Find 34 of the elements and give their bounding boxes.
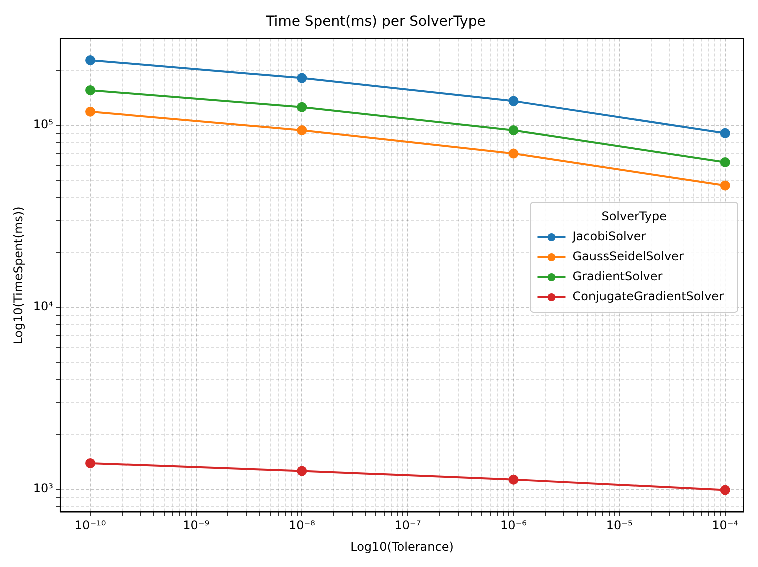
x-tick-label: 10⁻⁹ <box>183 518 210 533</box>
point <box>86 85 96 96</box>
point <box>297 125 308 136</box>
y-tick-label: 10⁵ <box>33 118 54 132</box>
x-tick-label: 10⁻⁶ <box>500 518 528 533</box>
point <box>297 73 308 84</box>
x-axis-title: Log10(Tolerance) <box>350 540 454 554</box>
point <box>720 180 730 191</box>
point <box>508 148 519 159</box>
point <box>86 458 96 468</box>
point <box>720 485 730 496</box>
x-tick-label: 10⁻⁵ <box>606 518 633 533</box>
point <box>297 466 308 476</box>
legend-title: SolverType <box>602 210 668 224</box>
legend-label: GradientSolver <box>572 270 663 284</box>
point <box>720 128 730 138</box>
y-axis-title: Log10(TimeSpent(ms)) <box>11 206 26 344</box>
point <box>297 102 308 112</box>
point <box>508 96 519 106</box>
chart-title: Time Spent(ms) per SolverType <box>265 14 486 30</box>
y-tick-label: 10³ <box>33 482 54 496</box>
x-tick-label: 10⁻¹⁰ <box>74 518 106 533</box>
x-tick-label: 10⁻⁷ <box>394 518 422 533</box>
x-tick-label: 10⁻⁴ <box>712 518 739 533</box>
point <box>508 125 519 136</box>
x-tick-label: 10⁻⁸ <box>288 518 316 533</box>
legend-label: ConjugateGradientSolver <box>572 290 724 304</box>
legend-label: GaussSeidelSolver <box>572 250 684 264</box>
y-tick-label: 10⁴ <box>33 300 54 314</box>
point <box>86 55 96 66</box>
legend-label: JacobiSolver <box>572 230 646 244</box>
point <box>508 474 519 485</box>
point <box>86 106 96 117</box>
point <box>720 157 730 168</box>
